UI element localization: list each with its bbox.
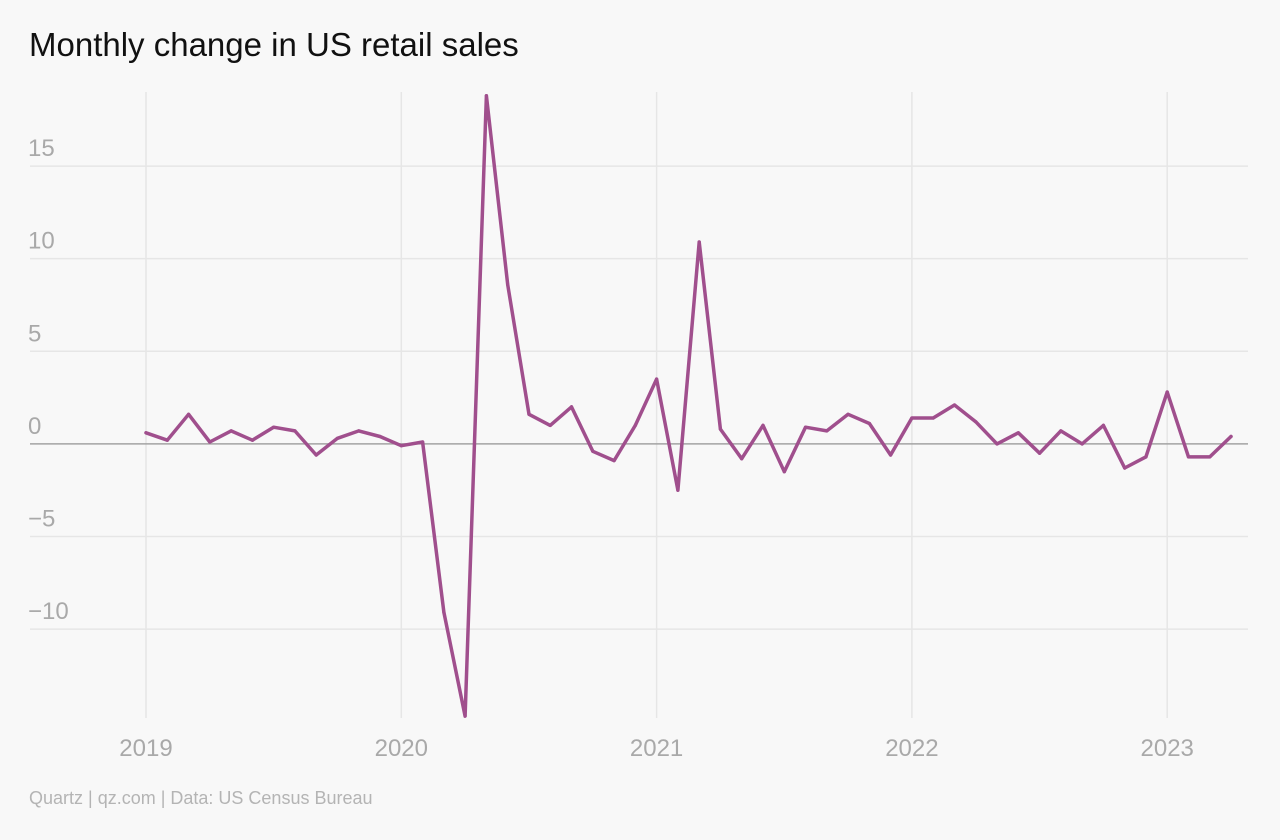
data-point [974, 420, 978, 424]
data-point [527, 412, 531, 416]
data-point [548, 423, 552, 427]
data-point [569, 405, 574, 409]
data-point [463, 714, 467, 718]
data-point [335, 436, 340, 440]
data-point [846, 412, 850, 416]
data-point [1038, 451, 1042, 455]
data-point [676, 488, 680, 492]
source-note: Quartz | qz.com | Data: US Census Bureau [29, 788, 373, 808]
axis-labels: 2019 2020 2021 2022 2023 15 10 5 0 −5 −10 [28, 135, 1194, 762]
data-point [293, 429, 297, 433]
x-tick-label: 2019 [119, 735, 172, 762]
chart-title: Monthly change in US retail sales [29, 26, 519, 63]
data-point [910, 416, 914, 420]
data-point [1186, 455, 1191, 459]
data-point [803, 425, 808, 429]
data-point [484, 94, 488, 98]
data-point [952, 403, 957, 407]
data-point [187, 412, 191, 416]
data-point [1016, 431, 1020, 435]
data-point [272, 425, 276, 429]
data-point [612, 459, 616, 463]
data-point [1229, 434, 1233, 439]
x-tick-label: 2022 [885, 735, 938, 762]
y-tick-label: 10 [28, 228, 55, 255]
data-point [442, 610, 446, 615]
data-point [144, 431, 148, 435]
y-tick-label: 5 [28, 320, 41, 347]
x-tick-label: 2020 [375, 735, 428, 762]
y-tick-label: 0 [28, 413, 41, 440]
data-point [1123, 466, 1127, 470]
data-point [314, 453, 318, 457]
data-point [378, 434, 382, 439]
data-point [633, 423, 637, 427]
data-point [357, 429, 361, 433]
data-point [1080, 442, 1084, 446]
data-point [208, 440, 212, 444]
data-point [1059, 429, 1063, 433]
data-point [889, 453, 893, 457]
data-point [825, 429, 829, 433]
retail-sales-change-line [144, 93, 1233, 718]
data-point [867, 421, 872, 426]
data-point [1165, 390, 1169, 394]
data-point [761, 423, 765, 427]
y-tick-label: −5 [28, 505, 55, 532]
data-point [995, 442, 999, 446]
data-point [506, 283, 510, 287]
data-point [591, 449, 595, 453]
data-point [655, 377, 659, 381]
data-point [1144, 455, 1148, 459]
data-point [421, 440, 425, 444]
gridlines [30, 92, 1248, 718]
data-point [165, 438, 169, 442]
data-point [229, 429, 233, 433]
data-point [782, 470, 786, 474]
data-point [1101, 423, 1105, 427]
data-point [697, 240, 701, 244]
x-tick-label: 2023 [1141, 735, 1194, 762]
x-tick-label: 2021 [630, 735, 683, 762]
series-layer [144, 93, 1233, 718]
y-tick-label: −10 [28, 598, 69, 625]
data-point [399, 444, 403, 448]
data-point [740, 457, 744, 461]
data-point [718, 427, 723, 431]
data-point [1208, 455, 1212, 459]
data-point [250, 438, 254, 442]
y-tick-label: 15 [28, 135, 55, 162]
data-point [931, 416, 935, 420]
